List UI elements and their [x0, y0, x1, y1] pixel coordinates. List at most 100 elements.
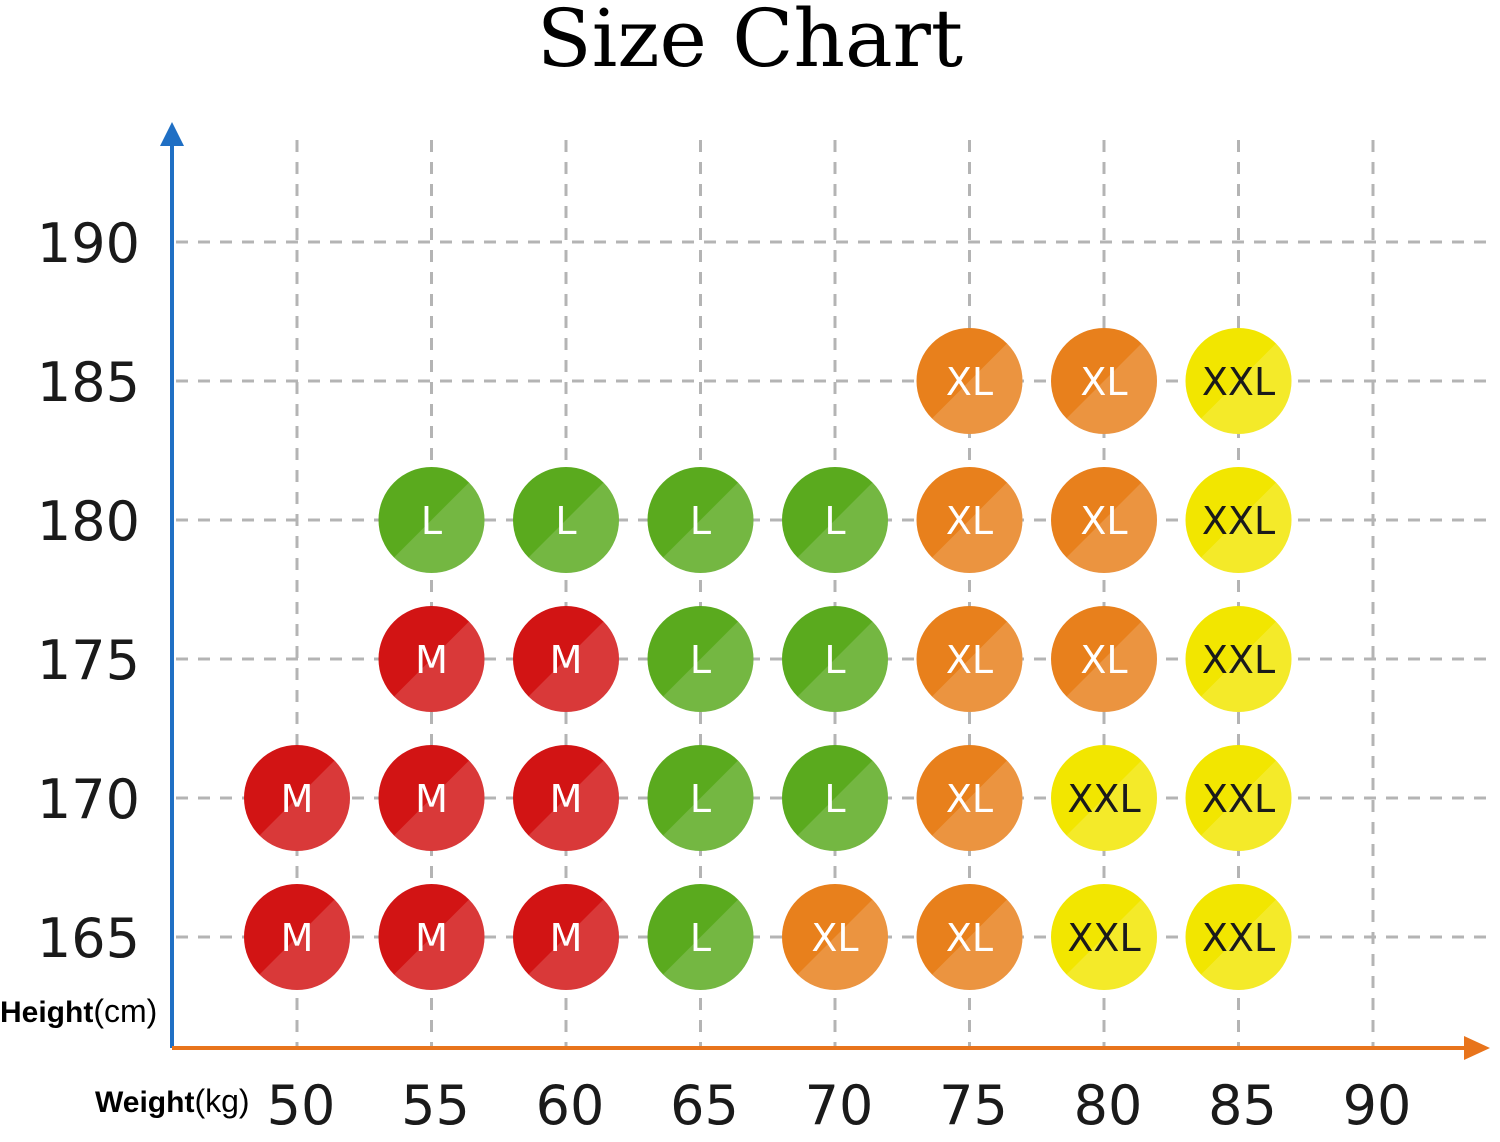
x-tick-label: 60: [536, 1074, 605, 1137]
size-bubble-xl: XL: [916, 745, 1023, 851]
bubble-label: M: [281, 916, 314, 960]
x-axis-label-name: Weight: [95, 1086, 194, 1119]
x-tick-label: 70: [805, 1074, 874, 1137]
x-tick-label: 80: [1074, 1074, 1143, 1137]
y-tick-label: 180: [37, 490, 140, 553]
size-bubble-m: M: [244, 745, 350, 851]
bubble-circle: [647, 745, 754, 851]
size-bubble-xl: XL: [782, 884, 888, 990]
y-tick-label: 170: [37, 768, 140, 831]
bubble-circle: [916, 884, 1023, 990]
bubble-label: XL: [946, 499, 993, 543]
bubble-shine: [513, 884, 619, 990]
bubble-circle: [647, 606, 754, 712]
bubble-label: XL: [1080, 360, 1127, 404]
x-tick-label: 55: [401, 1074, 470, 1137]
bubble-circle: [1185, 745, 1292, 851]
bubble-label: XL: [811, 916, 858, 960]
x-axis-label: Weight(kg): [95, 1083, 250, 1119]
bubble-label: L: [824, 638, 845, 682]
bubble-circle: [782, 745, 888, 851]
bubble-label: XL: [1080, 499, 1127, 543]
bubble-circle: [378, 884, 485, 990]
bubble-circle: [513, 606, 619, 712]
size-bubble-xl: XL: [1051, 328, 1157, 434]
bubble-circle: [244, 884, 350, 990]
bubble-label: XXL: [1202, 777, 1275, 821]
bubble-circle: [916, 745, 1023, 851]
size-bubble-l: L: [647, 467, 754, 573]
x-axis-label-unit: (kg): [194, 1083, 249, 1119]
size-bubble-l: L: [647, 884, 754, 990]
bubble-shine: [782, 606, 888, 712]
bubble-shine: [378, 745, 485, 851]
size-bubble-m: M: [378, 606, 485, 712]
bubble-label: XXL: [1067, 916, 1140, 960]
size-bubble-m: M: [378, 745, 485, 851]
bubble-label: L: [690, 499, 711, 543]
size-bubble-xxl: XXL: [1185, 467, 1292, 573]
bubble-label: XL: [1080, 638, 1127, 682]
y-tick-label: 185: [37, 351, 140, 414]
bubble-shine: [916, 606, 1023, 712]
bubble-circle: [782, 884, 888, 990]
bubble-circle: [378, 606, 485, 712]
bubble-label: L: [690, 777, 711, 821]
bubble-label: L: [824, 777, 845, 821]
size-bubble-m: M: [378, 884, 485, 990]
size-bubble-l: L: [782, 745, 888, 851]
bubble-circle: [1051, 467, 1157, 573]
size-bubble-l: L: [378, 467, 485, 573]
size-bubble-xl: XL: [916, 606, 1023, 712]
bubble-shine: [513, 467, 619, 573]
bubble-circle: [1051, 745, 1157, 851]
bubble-circle: [1185, 606, 1292, 712]
bubble-circle: [916, 328, 1023, 434]
x-tick-labels: 50 55 60 65 70 75 80 85 90: [267, 1074, 1412, 1137]
bubble-shine: [782, 884, 888, 990]
bubble-shine: [647, 884, 754, 990]
y-tick-labels: 165 170 175 180 185 190: [37, 212, 140, 970]
bubble-circle: [513, 884, 619, 990]
bubble-shine: [647, 606, 754, 712]
bubble-shine: [1185, 606, 1292, 712]
bubble-shine: [916, 467, 1023, 573]
bubble-circle: [1185, 884, 1292, 990]
bubble-circle: [916, 606, 1023, 712]
bubble-label: XL: [946, 777, 993, 821]
bubble-shine: [1051, 745, 1157, 851]
bubble-label: XXL: [1202, 916, 1275, 960]
y-axis-arrow-icon: [160, 122, 184, 146]
bubble-label: XL: [946, 916, 993, 960]
size-bubble-xxl: XXL: [1185, 745, 1292, 851]
bubble-shine: [1051, 328, 1157, 434]
bubble-label: M: [550, 916, 583, 960]
y-tick-label: 175: [37, 629, 140, 692]
bubble-label: L: [690, 638, 711, 682]
size-bubble-xl: XL: [1051, 606, 1157, 712]
bubble-label: L: [690, 916, 711, 960]
size-bubble-xl: XL: [1051, 467, 1157, 573]
bubble-shine: [513, 606, 619, 712]
bubble-shine: [916, 745, 1023, 851]
chart-title: Size Chart: [537, 0, 963, 85]
size-bubble-xxl: XXL: [1185, 328, 1292, 434]
bubble-label: XXL: [1067, 777, 1140, 821]
bubble-label: M: [550, 777, 583, 821]
size-bubble-m: M: [244, 884, 350, 990]
x-tick-label: 90: [1343, 1074, 1412, 1137]
bubble-shine: [916, 328, 1023, 434]
size-bubble-l: L: [647, 606, 754, 712]
bubble-shine: [244, 884, 350, 990]
data-points: M M M L XL XL XXL XXL M M M L L XL XXL XXL M M L L XL XL XXL L L…: [244, 328, 1292, 990]
bubble-circle: [513, 745, 619, 851]
bubble-circle: [1051, 884, 1157, 990]
size-bubble-l: L: [782, 606, 888, 712]
bubble-shine: [1051, 467, 1157, 573]
bubble-shine: [1051, 606, 1157, 712]
bubble-shine: [1185, 328, 1292, 434]
bubble-circle: [1185, 328, 1292, 434]
bubble-shine: [378, 467, 485, 573]
bubble-shine: [1185, 467, 1292, 573]
